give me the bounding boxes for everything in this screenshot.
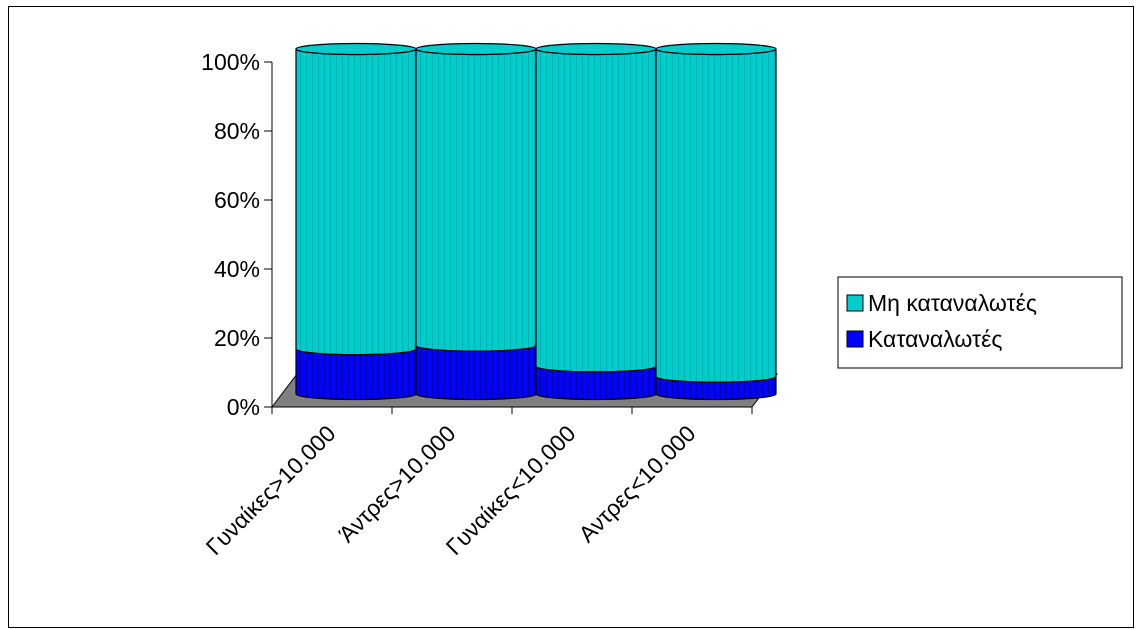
bar-segment (415, 345, 537, 401)
bar-top-cap (295, 42, 417, 56)
y-tick-label: 40% (214, 256, 260, 282)
bar-segment (655, 48, 777, 383)
bar-segment (295, 48, 417, 356)
y-tick-label: 100% (201, 49, 260, 75)
y-tick-label: 60% (214, 187, 260, 213)
bar-group (415, 42, 537, 401)
bar-segment (415, 48, 537, 352)
bar-segment-edge (295, 348, 417, 356)
legend (837, 276, 1123, 369)
bar-group (655, 42, 777, 401)
bar-segment-edge (415, 345, 537, 352)
x-tick-label: Αντρες<10.000 (573, 420, 700, 547)
y-tick-label: 0% (227, 394, 260, 420)
y-tick-label: 80% (214, 118, 260, 144)
legend-swatch (846, 330, 864, 348)
x-tick-label: Άντρες>10.000 (333, 420, 460, 547)
bar-segment (295, 348, 417, 401)
y-tick-label: 20% (214, 325, 260, 351)
bar-group (295, 42, 417, 401)
bar-segment-edge (535, 366, 657, 373)
bar-top-cap (415, 42, 537, 56)
bar-top-cap (655, 42, 777, 56)
bar-group (535, 42, 657, 401)
x-tick-label: Γυναίκες<10.000 (441, 420, 581, 560)
bar-segment (535, 48, 657, 373)
bar-top-cap (535, 42, 657, 56)
x-tick-label: Γυναίκες>10.000 (201, 420, 341, 560)
legend-label: Καταναλωτές (868, 326, 1002, 352)
legend-label: Μη καταναλωτές (868, 290, 1037, 316)
bar-segment-edge (655, 376, 777, 383)
legend-swatch (846, 294, 864, 312)
